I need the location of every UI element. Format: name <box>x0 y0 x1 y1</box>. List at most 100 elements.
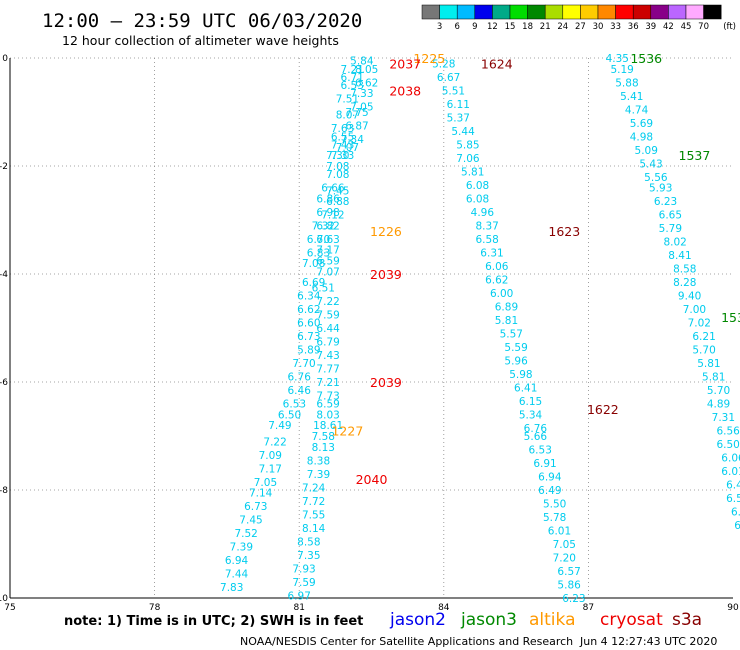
wave-height-value: 6.70 <box>307 234 330 246</box>
colorbar-label: 30 <box>593 22 604 32</box>
wave-height-value: 7.49 <box>268 420 291 432</box>
wave-height-value: 7.72 <box>302 496 325 508</box>
wave-height-value: 5.59 <box>504 342 527 354</box>
wave-height-value: 7.39 <box>230 542 253 554</box>
pass-time-label: 1537 <box>679 148 711 163</box>
footer-credit: NOAA/NESDIS Center for Satellite Applica… <box>240 635 573 648</box>
colorbar-swatch <box>439 4 458 20</box>
wave-height-value: 7.22 <box>263 436 286 448</box>
wave-height-value: 6.63 <box>316 234 339 246</box>
wave-height-value: 5.85 <box>456 139 479 151</box>
pass-time-label: 1226 <box>370 224 402 239</box>
wave-height-value: 18.61 <box>313 420 343 432</box>
wave-height-value: 7.06 <box>456 153 480 165</box>
pass-time-label: 2038 <box>389 83 421 98</box>
wave-height-value: 6.08 <box>466 193 489 205</box>
colorbar-label: 42 <box>663 22 674 32</box>
wave-height-value: 7.93 <box>292 563 315 575</box>
pass-time-label: 2039 <box>370 267 402 282</box>
wave-height-value: 7.09 <box>259 450 282 462</box>
x-tick-label: 90 <box>727 603 739 613</box>
footer-timestamp: Jun 4 12:27:43 UTC 2020 <box>579 635 717 648</box>
wave-height-value: 6.11 <box>447 99 470 111</box>
y-tick-label: -8 <box>0 486 8 496</box>
wave-height-value: 7.31 <box>712 412 735 424</box>
wave-height-value: 6.71 <box>341 72 364 84</box>
pass-time-label: 153 <box>721 310 740 325</box>
wave-height-value: 8.05 <box>355 64 378 76</box>
wave-height-value: 5.81 <box>702 372 725 384</box>
wave-height-value: 6.23 <box>562 593 585 605</box>
pass-time-label: 2040 <box>356 472 388 487</box>
colorbar-swatch <box>580 4 599 20</box>
wave-height-value: 4.89 <box>707 399 730 411</box>
colorbar-label: 18 <box>522 22 533 32</box>
wave-height-value: 6.01 <box>548 526 571 538</box>
wave-height-value: 7.14 <box>249 488 273 500</box>
wave-height-value: 7.17 <box>316 245 339 257</box>
wave-height-value: 8.13 <box>312 442 335 454</box>
wave-height-value: 7.05 <box>350 102 373 114</box>
wave-height-value: 6.21 <box>692 331 715 343</box>
wave-height-value: 8.14 <box>302 523 326 535</box>
wave-height-value: 5.44 <box>451 126 475 138</box>
wave-height-value: 6.46 <box>288 385 312 397</box>
wave-height-value: 6.73 <box>297 331 320 343</box>
wave-height-value: 6.65 <box>659 210 682 222</box>
y-tick-label: -2 <box>0 162 8 172</box>
colorbar-swatch <box>456 4 476 20</box>
wave-height-value: 5.57 <box>500 328 523 340</box>
wave-height-value: 6.01 <box>721 466 740 478</box>
colorbar-swatch <box>668 4 687 20</box>
wave-height-value: 6.67 <box>437 72 460 84</box>
wave-height-value: 6.06 <box>485 261 509 273</box>
chart-subtitle: 12 hour collection of altimeter wave hei… <box>62 33 339 48</box>
wave-height-value: 6.62 <box>297 304 320 316</box>
wave-height-value: 6.69 <box>302 277 325 289</box>
wave-height-value: 9.40 <box>678 291 701 303</box>
wave-height-value: 6.57 <box>557 566 580 578</box>
wave-height-value: 5.09 <box>635 145 658 157</box>
footer-note: note: 1) Time is in UTC; 2) SWH is in fe… <box>64 614 363 629</box>
y-tick-label: 0 <box>2 54 8 64</box>
x-tick-label: 87 <box>583 603 594 613</box>
wave-height-value: 6.49 <box>538 485 561 497</box>
wave-height-value: 6.88 <box>326 196 349 208</box>
wave-height-value: 6.56 <box>716 426 740 438</box>
colorbar-swatch <box>650 4 669 20</box>
wave-height-value: 5.79 <box>659 223 682 235</box>
legend-entry: cryosat <box>600 610 663 630</box>
pass-time-label: 1227 <box>331 424 363 439</box>
wave-height-value: 7.63 <box>331 123 354 135</box>
legend-entry: altika <box>529 610 576 630</box>
wave-height-value: 5.19 <box>610 64 633 76</box>
colorbar-label: 36 <box>628 22 639 32</box>
wave-height-value: 8.58 <box>297 536 320 548</box>
wave-height-value: 7.39 <box>307 469 330 481</box>
wave-height-value: 6.59 <box>316 399 339 411</box>
wave-height-value: 6.42 <box>726 480 740 492</box>
wave-height-value: 4.35 <box>606 53 629 65</box>
colorbar-swatch <box>544 4 564 20</box>
colorbar-swatch <box>597 4 616 20</box>
wave-height-value: 8.37 <box>475 220 498 232</box>
wave-height-value: 7.21 <box>316 377 339 389</box>
grid <box>10 57 733 598</box>
wave-height-value: 7.45 <box>326 185 349 197</box>
wave-height-value: 6.66 <box>321 183 345 195</box>
wave-height-value: 7.07 <box>316 266 339 278</box>
colorbar-swatch <box>615 4 634 20</box>
wave-height-value: 5.81 <box>461 166 484 178</box>
colorbar-label: 45 <box>681 22 692 32</box>
wave-height-value: 7.59 <box>316 310 339 322</box>
wave-height-value: 7.22 <box>316 296 339 308</box>
wave-height-value: 6.41 <box>514 382 537 394</box>
wave-height-value: 8.03 <box>316 409 339 421</box>
wave-height-value: 5.88 <box>615 77 638 89</box>
wave-height-value: 5.56 <box>644 172 668 184</box>
colorbar-unit: (ft) <box>723 22 736 32</box>
wave-height-value: 7.83 <box>220 582 243 594</box>
wave-height-value: 5.96 <box>504 355 528 367</box>
wave-height-value: 5.86 <box>557 580 581 592</box>
wave-height-value: 6.06 <box>721 453 740 465</box>
